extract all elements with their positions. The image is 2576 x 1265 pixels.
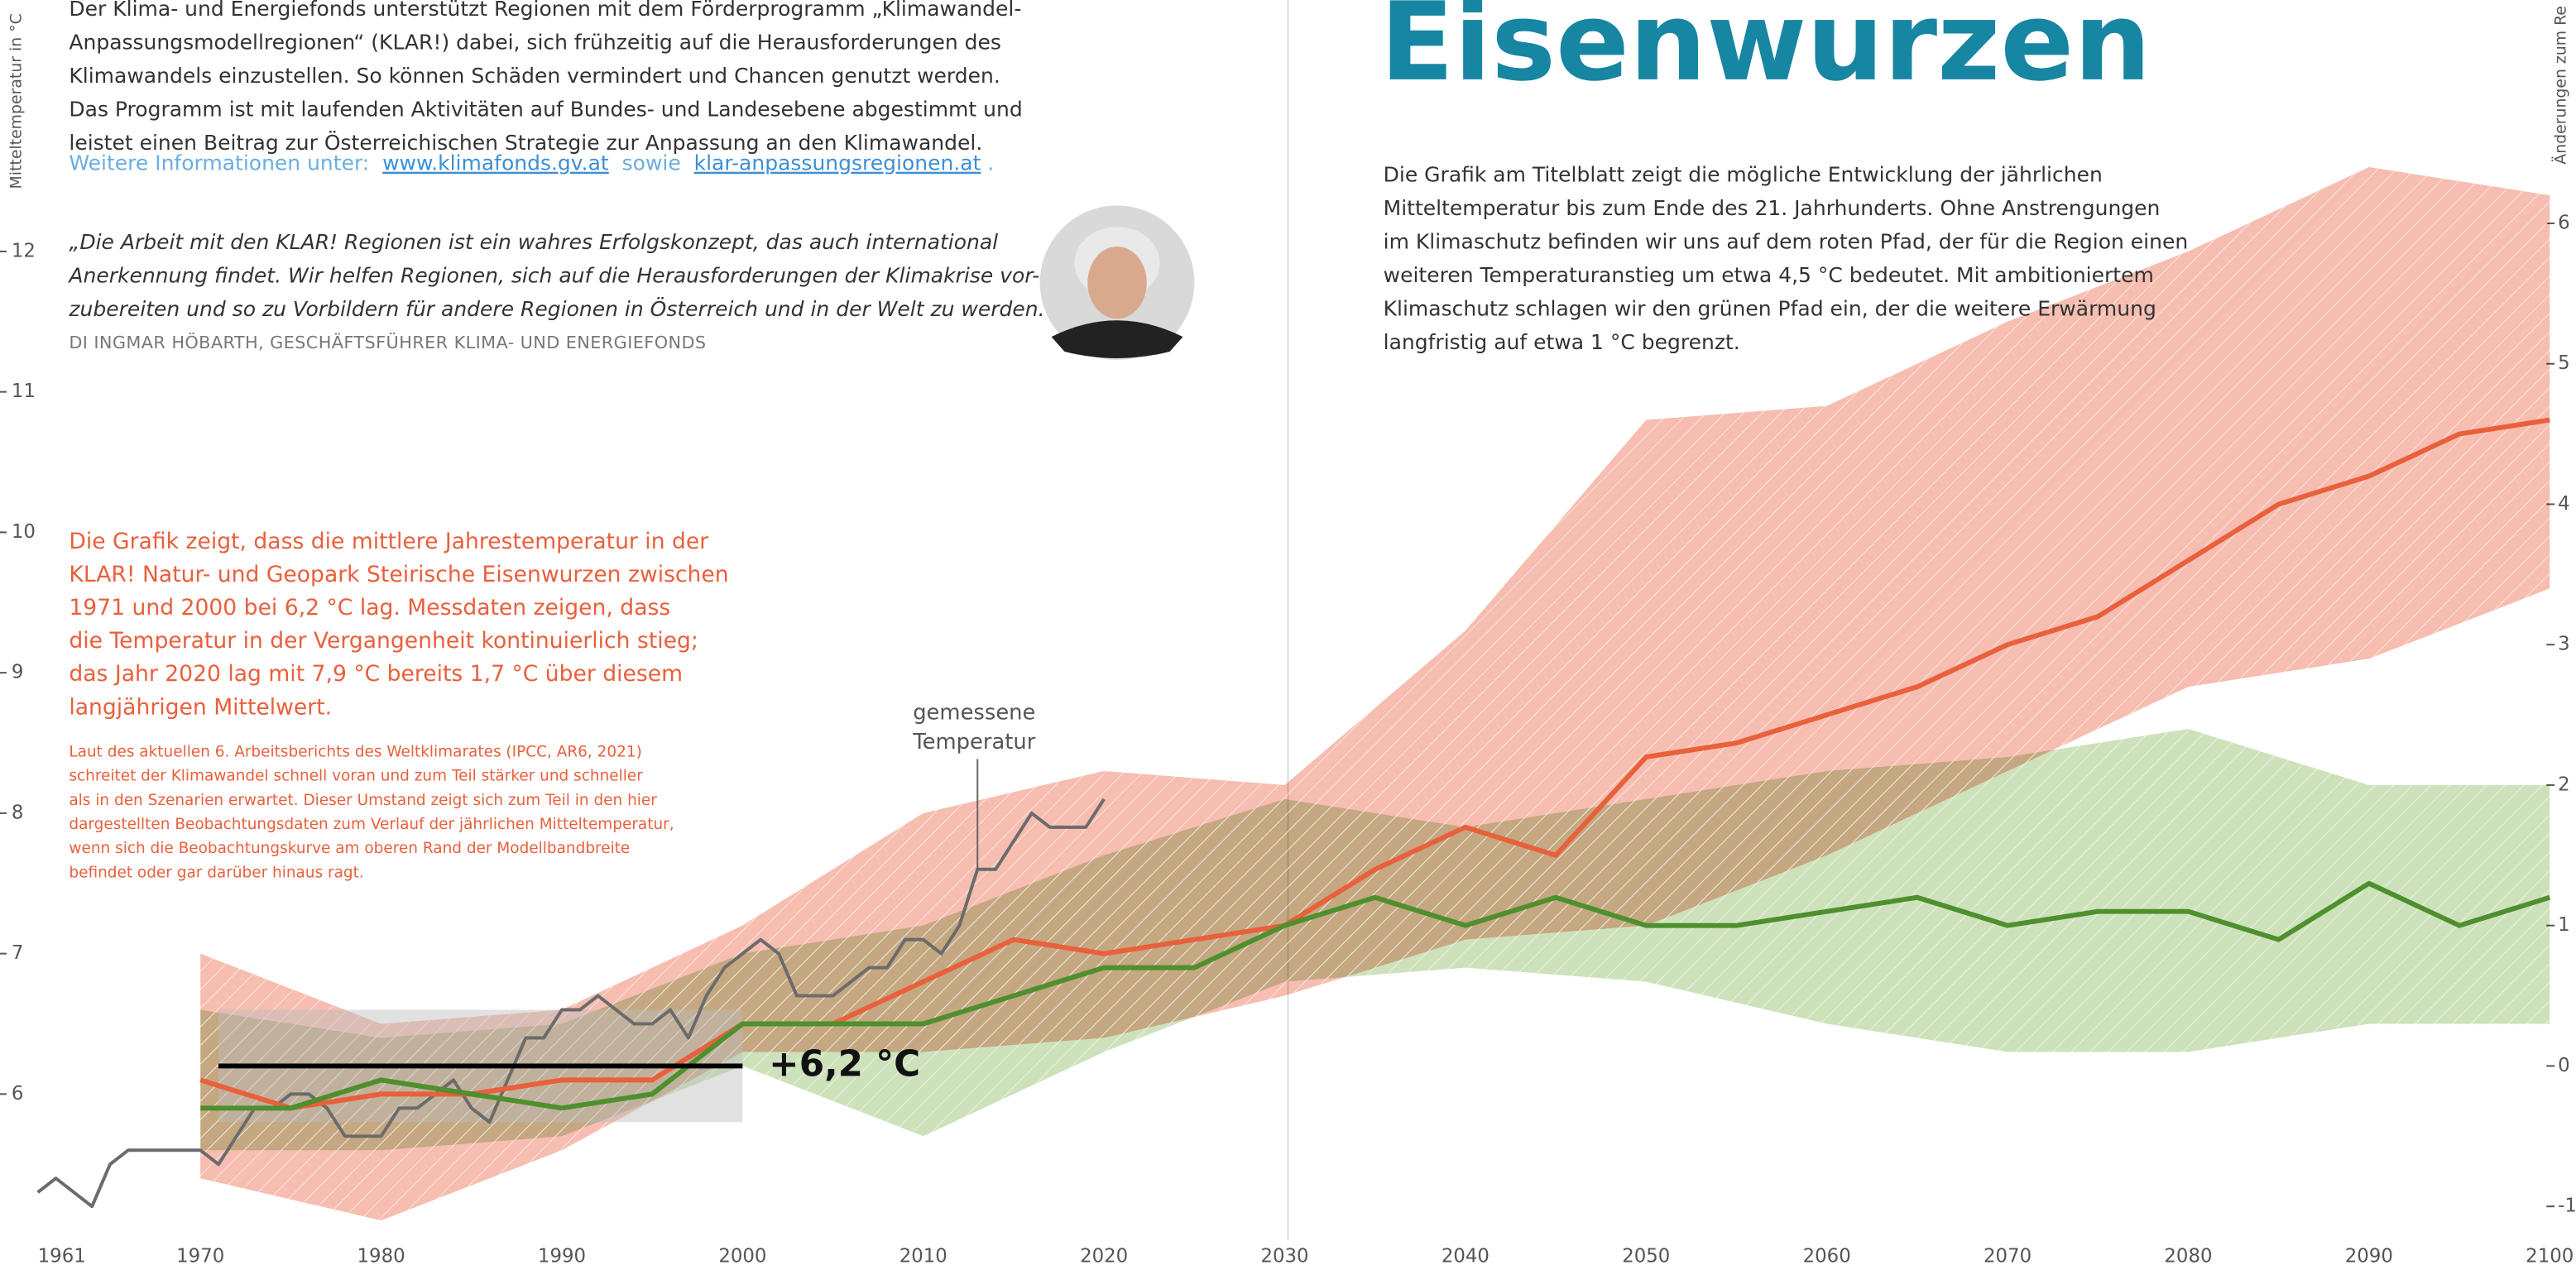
intro-line: leistet einen Beitrag zur Österreichisch… <box>69 131 982 155</box>
y-tick-label: 10 <box>12 521 36 543</box>
intro-line: Der Klima- und Energiefonds unterstützt … <box>69 0 1021 21</box>
y2-tick-label: 2 <box>2558 774 2570 795</box>
y2-axis-title: Änderungen zum Re <box>2551 6 2570 165</box>
note-line: das Jahr 2020 lag mit 7,9 °C bereits 1,7… <box>69 661 683 687</box>
description-line: im Klimaschutz befinden wir uns auf dem … <box>1384 230 2189 254</box>
page: 1961197019801990200020102020203020402050… <box>0 0 2576 1265</box>
quote-line: „Die Arbeit mit den KLAR! Regionen ist e… <box>69 230 998 254</box>
x-tick-label: 2020 <box>1080 1245 1128 1265</box>
note-line: 1971 und 2000 bei 6,2 °C lag. Messdaten … <box>69 595 670 621</box>
intro-line: Anpassungsmodellregionen“ (KLAR!) dabei,… <box>69 31 1001 55</box>
note-small-line: wenn sich die Beobachtungskurve am obere… <box>69 840 630 857</box>
annotation-text: gemessene <box>913 700 1035 725</box>
x-tick-label: 1990 <box>538 1245 586 1265</box>
y2-tick-label: 1 <box>2558 914 2570 936</box>
quote-line: Anerkennung findet. Wir helfen Regionen,… <box>67 263 1039 287</box>
reference-label: +6,2 °C <box>769 1042 920 1085</box>
x-tick-label: 1980 <box>357 1245 405 1265</box>
intro-line: Klimawandels einzustellen. So können Sch… <box>69 64 1000 88</box>
quote-line: zubereiten und so zu Vorbildern für ande… <box>68 297 1056 321</box>
y-tick-label: 8 <box>12 802 24 823</box>
x-tick-label: 2100 <box>2526 1245 2574 1265</box>
note-line: Die Grafik zeigt, dass die mittlere Jahr… <box>69 529 708 554</box>
quote-author: DI INGMAR HÖBARTH, GESCHÄFTSFÜHRER KLIMA… <box>69 332 706 352</box>
y2-tick-label: 3 <box>2558 634 2570 655</box>
y2-tick-label: 5 <box>2558 352 2570 374</box>
note-small-line: dargestellten Beobachtungsdaten zum Verl… <box>69 816 674 833</box>
description-line: weiteren Temperaturanstieg um etwa 4,5 °… <box>1384 263 2154 287</box>
note-small-line: befindet oder gar darüber hinaus ragt. <box>69 864 363 881</box>
y-tick-label: 12 <box>12 240 36 261</box>
y2-tick-label: 6 <box>2558 212 2570 233</box>
note-line: langjährigen Mittelwert. <box>69 694 332 720</box>
x-tick-label: 1970 <box>176 1245 224 1265</box>
x-tick-label: 2040 <box>1442 1245 1489 1265</box>
intro-line: Das Programm ist mit laufenden Aktivität… <box>69 98 1022 122</box>
links-suffix: . <box>987 151 994 175</box>
description-line: langfristig auf etwa 1 °C begrenzt. <box>1384 330 1740 354</box>
page-title: Eisenwurzen <box>1380 0 2151 105</box>
x-tick-label: 2090 <box>2345 1245 2393 1265</box>
y-tick-label: 9 <box>12 662 24 683</box>
y-axis-title: Mitteltemperatur in °C <box>7 13 25 189</box>
x-tick-label: 2010 <box>899 1245 947 1265</box>
note-line: KLAR! Natur- und Geopark Steirische Eise… <box>69 562 728 587</box>
note-line: die Temperatur in der Vergangenheit kont… <box>69 628 698 654</box>
y-tick-label: 7 <box>12 942 24 964</box>
y2-tick-label: 4 <box>2558 493 2570 515</box>
y2-tick-label: 0 <box>2558 1055 2570 1076</box>
description-line: Klimaschutz schlagen wir den grünen Pfad… <box>1384 297 2156 321</box>
x-tick-label: 1961 <box>38 1245 86 1265</box>
x-tick-label: 2070 <box>1984 1245 2032 1265</box>
annotation-text: Temperatur <box>912 730 1035 755</box>
x-tick-label: 2060 <box>1803 1245 1851 1265</box>
x-tick-label: 2050 <box>1622 1245 1670 1265</box>
y2-tick-label: -1 <box>2558 1196 2576 1217</box>
note-small-line: Laut des aktuellen 6. Arbeitsberichts de… <box>69 743 641 760</box>
y-tick-label: 11 <box>12 381 36 402</box>
note-small-line: schreitet der Klimawandel schnell voran … <box>69 768 643 785</box>
x-tick-label: 2080 <box>2164 1245 2212 1265</box>
description-line: Mitteltemperatur bis zum Ende des 21. Ja… <box>1384 196 2161 220</box>
description-line: Die Grafik am Titelblatt zeigt die mögli… <box>1384 163 2103 187</box>
portrait <box>1040 205 1195 360</box>
x-tick-label: 2030 <box>1260 1245 1308 1265</box>
y-tick-label: 6 <box>12 1083 24 1104</box>
x-tick-label: 2000 <box>718 1245 766 1265</box>
note-small-line: als in den Szenarien erwartet. Dieser Um… <box>69 792 657 809</box>
